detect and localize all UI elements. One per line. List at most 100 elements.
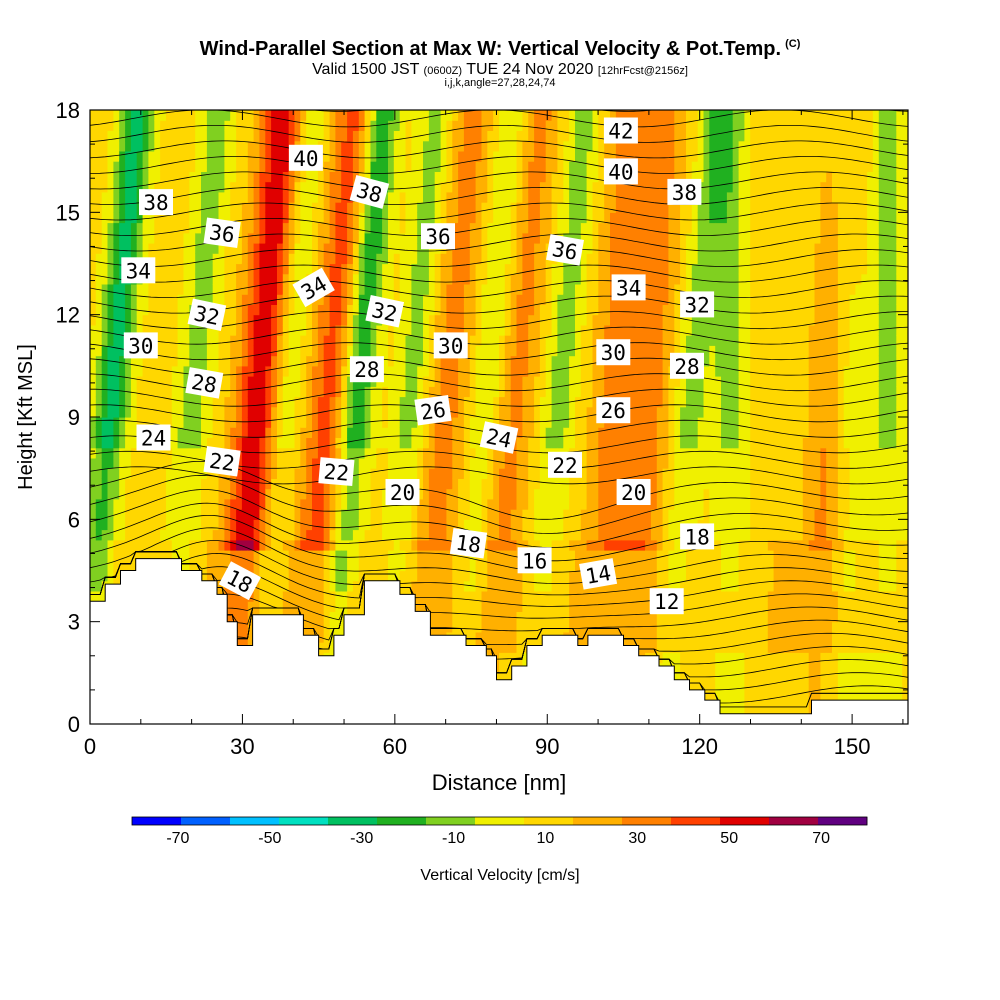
velocity-cell — [177, 140, 184, 152]
velocity-cell — [539, 171, 547, 183]
velocity-cell — [487, 376, 494, 387]
velocity-cell — [504, 376, 512, 387]
velocity-cell — [294, 232, 301, 244]
velocity-cell — [90, 509, 97, 520]
velocity-cell — [428, 120, 436, 131]
velocity-cell — [358, 509, 366, 520]
velocity-cell — [411, 161, 418, 172]
velocity-cell — [335, 509, 342, 520]
velocity-cell — [352, 222, 360, 234]
velocity-cell — [388, 335, 395, 346]
velocity-cell — [539, 478, 547, 490]
velocity-cell — [177, 222, 184, 234]
velocity-cell — [95, 345, 103, 357]
velocity-cell — [189, 130, 196, 142]
velocity-cell — [218, 202, 225, 213]
velocity-cell — [317, 580, 325, 592]
velocity-cell — [90, 222, 97, 234]
velocity-cell — [230, 314, 237, 326]
velocity-cell — [329, 202, 336, 213]
velocity-cell — [306, 191, 313, 203]
velocity-cell — [201, 457, 208, 469]
velocity-cell — [335, 253, 342, 265]
velocity-cell — [434, 273, 442, 285]
velocity-cell — [411, 171, 418, 183]
velocity-cell — [206, 253, 214, 265]
velocity-cell — [487, 601, 494, 612]
velocity-cell — [557, 335, 564, 346]
velocity-cell — [358, 120, 366, 131]
velocity-cell — [171, 509, 179, 520]
velocity-cell — [306, 212, 313, 224]
velocity-cell — [510, 386, 518, 398]
velocity-cell — [288, 529, 296, 541]
velocity-cell — [382, 509, 389, 520]
velocity-cell — [259, 345, 266, 357]
velocity-cell — [148, 509, 155, 520]
velocity-cell — [551, 191, 558, 203]
velocity-cell — [95, 212, 103, 224]
velocity-cell — [195, 529, 202, 541]
velocity-cell — [277, 386, 284, 398]
velocity-cell — [119, 243, 126, 254]
velocity-cell — [539, 324, 547, 336]
velocity-cell — [428, 550, 436, 561]
velocity-cell — [230, 202, 237, 213]
velocity-cell — [101, 120, 109, 131]
velocity-cell — [399, 284, 407, 295]
velocity-cell — [195, 447, 202, 459]
velocity-cell — [288, 232, 296, 244]
velocity-cell — [317, 253, 325, 265]
velocity-cell — [528, 447, 535, 459]
velocity-cell — [428, 478, 436, 490]
velocity-cell — [446, 509, 453, 520]
velocity-cell — [95, 580, 103, 592]
velocity-cell — [95, 161, 103, 172]
velocity-cell — [119, 488, 126, 500]
velocity-cell — [90, 560, 97, 572]
velocity-cell — [277, 447, 284, 459]
velocity-cell — [417, 539, 424, 551]
velocity-cell — [329, 498, 336, 510]
velocity-cell — [312, 580, 319, 592]
velocity-cell — [312, 243, 319, 254]
velocity-cell — [148, 396, 155, 408]
velocity-cell — [481, 304, 488, 316]
velocity-cell — [399, 355, 407, 367]
velocity-cell — [212, 417, 220, 428]
velocity-cell — [241, 386, 249, 398]
velocity-cell — [329, 335, 336, 346]
velocity-cell — [399, 457, 407, 469]
velocity-cell — [107, 130, 114, 142]
velocity-cell — [417, 202, 424, 213]
velocity-cell — [388, 212, 395, 224]
velocity-cell — [113, 488, 120, 500]
velocity-cell — [458, 437, 465, 449]
velocity-cell — [370, 386, 377, 398]
velocity-cell — [446, 580, 453, 592]
velocity-cell — [177, 273, 184, 285]
velocity-cell — [148, 539, 155, 551]
velocity-cell — [335, 621, 342, 633]
velocity-cell — [277, 591, 284, 602]
velocity-cell — [493, 263, 500, 275]
velocity-cell — [113, 570, 120, 582]
velocity-cell — [136, 550, 144, 561]
velocity-cell — [481, 591, 488, 602]
velocity-cell — [90, 171, 97, 183]
velocity-cell — [499, 417, 506, 428]
velocity-cell — [130, 560, 138, 572]
velocity-cell — [130, 191, 138, 203]
velocity-cell — [358, 150, 366, 162]
velocity-cell — [539, 120, 547, 131]
velocity-cell — [224, 110, 231, 121]
velocity-cell — [388, 570, 395, 582]
velocity-cell — [510, 642, 518, 653]
velocity-cell — [312, 539, 319, 551]
velocity-cell — [282, 232, 290, 244]
velocity-cell — [230, 539, 237, 551]
velocity-cell — [399, 335, 407, 346]
velocity-cell — [539, 386, 547, 398]
velocity-cell — [171, 181, 179, 193]
velocity-cell — [300, 314, 307, 326]
